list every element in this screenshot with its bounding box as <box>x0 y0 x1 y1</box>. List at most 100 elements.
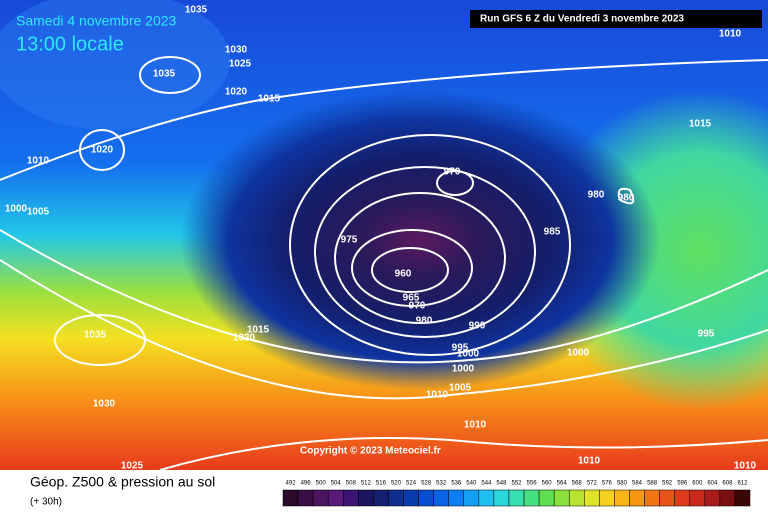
isobar-label: 975 <box>341 235 358 246</box>
scale-swatch <box>403 489 419 507</box>
scale-swatch <box>719 489 736 507</box>
isobar-label: 1010 <box>734 461 757 472</box>
isobar-label: 1010 <box>578 456 601 467</box>
scale-swatch <box>493 489 510 507</box>
isobar-label: 970 <box>444 167 461 178</box>
scale-label: 500 <box>316 481 327 487</box>
isobar-label: 970 <box>409 301 426 312</box>
isobar-label: 1020 <box>233 333 256 344</box>
scale-swatch <box>674 489 690 507</box>
isobar-label: 980 <box>588 190 605 201</box>
scale-label: 492 <box>286 481 297 487</box>
scale-label: 548 <box>496 481 507 487</box>
isobar-label: 980 <box>618 193 635 204</box>
scale-swatch <box>478 489 495 507</box>
footer-lead: (+ 30h) <box>30 497 62 508</box>
scale-swatch <box>312 489 329 507</box>
scale-swatch <box>734 489 751 507</box>
isobar-label: 965 <box>403 293 420 304</box>
scale-label: 612 <box>737 481 748 487</box>
scale-label: 604 <box>707 481 718 487</box>
scale-label: 556 <box>527 481 538 487</box>
scale-swatch <box>373 489 389 507</box>
scale-label: 524 <box>406 481 417 487</box>
scale-swatch <box>614 489 630 507</box>
scale-swatch <box>538 489 555 507</box>
isobar-label: 1000 <box>457 349 480 360</box>
scale-swatch <box>388 489 404 507</box>
scale-label: 596 <box>677 481 688 487</box>
isobar-label: 1005 <box>449 383 472 394</box>
isobar-label: 1000 <box>567 348 590 359</box>
scale-label: 496 <box>301 481 312 487</box>
scale-label: 560 <box>542 481 553 487</box>
scale-label: 512 <box>361 481 372 487</box>
run-info: Run GFS 6 Z du Vendredi 3 novembre 2023 <box>480 14 684 25</box>
isobar-label: 1010 <box>719 29 742 40</box>
run-box <box>470 10 762 28</box>
isobar-label: 995 <box>698 329 715 340</box>
scale-swatch <box>689 489 706 507</box>
scale-swatch <box>599 489 615 507</box>
scale-label: 552 <box>511 481 522 487</box>
scale-label: 600 <box>692 481 703 487</box>
scale-swatch <box>584 489 600 507</box>
isobar-label: 1035 <box>185 5 208 16</box>
scale-label: 576 <box>602 481 613 487</box>
isobar-label: 1015 <box>258 94 281 105</box>
forecast-date: Samedi 4 novembre 2023 <box>16 13 177 29</box>
scale-label: 608 <box>722 481 733 487</box>
scale-label: 520 <box>391 481 402 487</box>
isobar-label: 1030 <box>225 45 248 56</box>
scale-swatch <box>523 489 540 507</box>
scale-swatch <box>659 489 675 507</box>
isobar-label: 995 <box>452 343 469 354</box>
field-area <box>0 0 230 130</box>
isobar-label: 1015 <box>689 119 712 130</box>
scale-swatch <box>629 489 645 507</box>
scale-label: 588 <box>647 481 658 487</box>
isobar-label: 1010 <box>464 420 487 431</box>
scale-label: 516 <box>376 481 387 487</box>
color-scale: 492 496 500 504 508 512 516 520 524 528 532 536 540 5… <box>282 481 751 507</box>
scale-swatch <box>644 489 660 507</box>
isobar-label: 1010 <box>426 390 449 401</box>
isobar-label: 1005 <box>27 207 50 218</box>
isobar-label: 1030 <box>93 399 116 410</box>
scale-swatch <box>553 489 570 507</box>
scale-label: 536 <box>451 481 462 487</box>
isobar-label: 1010 <box>27 156 50 167</box>
isobar-label: 1035 <box>153 69 176 80</box>
scale-label: 504 <box>331 481 342 487</box>
isobar-label: 985 <box>544 227 561 238</box>
scale-label: 532 <box>436 481 447 487</box>
scale-swatch <box>448 489 465 507</box>
isobar-label: 980 <box>416 316 433 327</box>
scale-swatch <box>433 489 449 507</box>
scale-label: 564 <box>557 481 568 487</box>
scale-label: 592 <box>662 481 673 487</box>
isobar-label: 1035 <box>84 330 107 341</box>
scale-label: 544 <box>481 481 492 487</box>
scale-label: 572 <box>587 481 598 487</box>
isobar-label: 1020 <box>91 145 114 156</box>
scale-label: 540 <box>466 481 477 487</box>
scale-swatch <box>568 489 585 507</box>
isobar-label: 960 <box>395 269 412 280</box>
isobar-label: 1020 <box>225 87 248 98</box>
isobar-label: 990 <box>469 321 486 332</box>
scale-swatch <box>297 489 314 507</box>
isobar-label: 1000 <box>5 204 28 215</box>
scale-swatch <box>704 489 721 507</box>
isobar-label: 1015 <box>247 325 270 336</box>
field-area <box>180 90 660 390</box>
isobar-label: 1025 <box>229 59 252 70</box>
scale-swatch <box>418 489 434 507</box>
forecast-time: 13:00 locale <box>16 33 124 55</box>
scale-label: 584 <box>632 481 643 487</box>
scale-swatch <box>508 489 525 507</box>
isobars <box>0 56 768 471</box>
scale-label: 508 <box>346 481 357 487</box>
footer-title: Géop. Z500 & pression au sol <box>30 474 215 490</box>
